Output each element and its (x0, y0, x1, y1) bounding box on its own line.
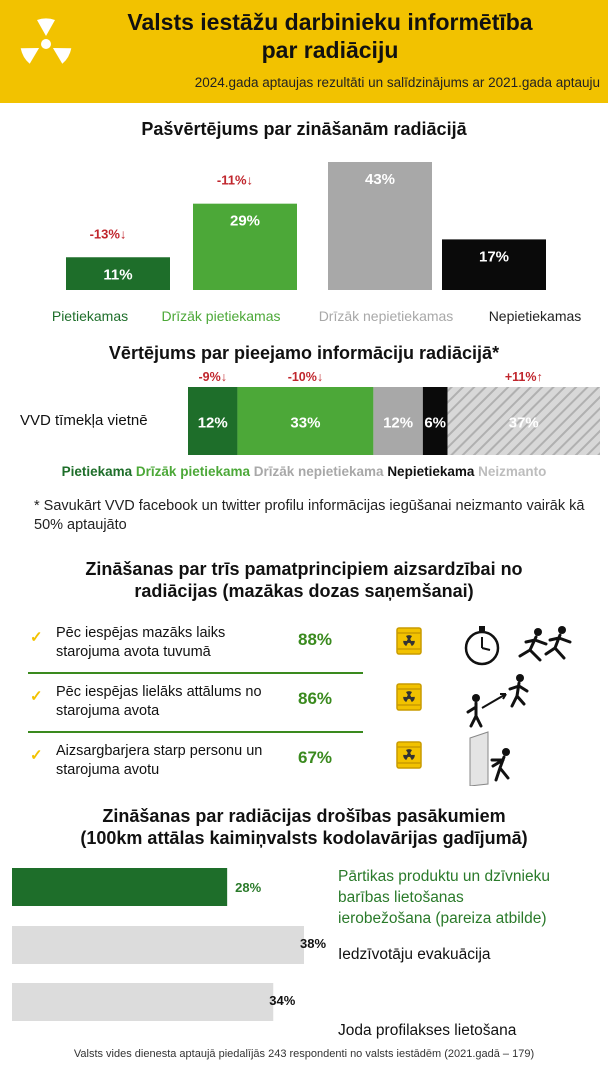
principle-text-line1: Pēc iespējas mazāks laiks (56, 625, 226, 641)
chart2-change-label: +11%↑ (505, 370, 543, 384)
principle-percent: 86% (298, 689, 333, 708)
chart4-bar (12, 926, 304, 964)
chart4-plot: 28% 38% 34% (12, 868, 326, 1021)
page-subtitle: 2024.gada aptaujas rezultāti un salīdzin… (194, 75, 600, 90)
chart1-bar (442, 239, 546, 290)
chart4-value-label: 34% (269, 993, 295, 1008)
chart2-plot: 12% -9%↓ 33% -10%↓ 12% 6% 37% +11%↑ (188, 370, 600, 455)
chart2-segment (237, 387, 374, 455)
principle-text-line1: Aizsargbarjera starp personu un (56, 743, 263, 759)
measure-label-line: ierobežošana (pareiza atbilde) (338, 910, 547, 927)
principle-row: ✓ Pēc iespējas mazāks laiks starojuma av… (20, 620, 363, 674)
chart2-change-label: -9%↓ (198, 370, 226, 384)
radioactive-barrel-icon (396, 741, 422, 769)
page-title: Valsts iestāžu darbinieku informētība pa… (80, 8, 580, 64)
section3-title-line1: Zināšanas par trīs pamatprincipiem aizsa… (85, 559, 523, 579)
chart2-segment (188, 387, 238, 455)
chart2-segment-label: 12% (383, 415, 413, 432)
title-line-1: Valsts iestāžu darbinieku informētība (127, 9, 533, 35)
measure-label: Iedzīvotāju evakuācija (338, 946, 491, 963)
principle-row: ✓ Pēc iespējas lielāks attālums no staro… (20, 679, 363, 733)
chart2-legend-item: Drīzāk pietiekama (135, 464, 254, 479)
principle-text: Pēc iespējas mazāks laiks starojuma avot… (56, 624, 276, 662)
stopwatch-runners-icon (464, 626, 572, 666)
chart2-legend-item: Drīzāk nepietiekama (253, 464, 388, 479)
principle-text-line1: Pēc iespējas lielāks attālums no (56, 684, 262, 700)
footer-note: Valsts vides dienesta aptaujā piedalījās… (73, 1048, 535, 1060)
chart1-bar (328, 162, 432, 290)
chart2-footnote: * Savukārt VVD facebook un twitter profi… (34, 498, 585, 533)
chart4-bar (12, 983, 274, 1021)
chart2-legend-item: Pietiekama (61, 464, 136, 479)
chart1-value-label: 43% (365, 171, 395, 188)
principle-text: Pēc iespējas lielāks attālums no staroju… (56, 683, 276, 721)
chart1-change-label: -13%↓ (90, 226, 127, 241)
section3-title-line2: radiācijas (mazākas dozas saņemšanai) (134, 581, 474, 601)
measure-label: Joda profilakses lietošana (338, 1022, 517, 1039)
distance-icon (466, 674, 529, 728)
check-icon: ✓ (30, 688, 43, 705)
section4-title: Zināšanas par radiācijas drošības pasāku… (0, 805, 608, 849)
divider (28, 731, 363, 733)
principle-percent: 88% (298, 630, 333, 649)
measure-label: Pārtikas produktu un dzīvnieku barības l… (338, 866, 550, 929)
radioactive-barrel-icon (396, 683, 422, 711)
principle-percent: 67% (298, 748, 333, 767)
chart2-title: Vērtējums par pieejamo informāciju radiā… (108, 343, 500, 363)
principle-row: ✓ Aizsargbarjera starp personu un staroj… (20, 738, 350, 790)
header-banner (0, 0, 608, 103)
chart1-bar (193, 203, 297, 290)
chart2-segment-label: 33% (290, 415, 320, 432)
principle-text-line2: starojuma avotu (56, 762, 160, 778)
chart2-segment-label: 6% (424, 415, 446, 432)
chart2-legend: Pietiekama Drīzāk pietiekama Drīzāk nepi… (0, 464, 608, 479)
chart2-segment-label: 37% (509, 415, 539, 432)
chart1-category-label: Nepietiekamas (488, 308, 582, 324)
chart2-segment (373, 387, 423, 455)
chart1-value-label: 17% (479, 248, 509, 265)
chart1-category-label: Pietiekamas (51, 308, 129, 324)
chart2-change-label: -10%↓ (288, 370, 323, 384)
chart1-category-label: Drīzāk pietiekamas (161, 308, 281, 324)
title-line-2: par radiāciju (261, 37, 399, 63)
chart2-legend-item: Neizmanto (478, 464, 547, 479)
section3-title: Zināšanas par trīs pamatprincipiem aizsa… (0, 558, 608, 602)
barrier-icon (469, 731, 510, 786)
section4-title-line2: (100km attālas kaimiņvalsts kodolavārija… (80, 828, 528, 848)
chart4-value-label: 28% (235, 880, 261, 895)
chart2-segment-label: 12% (198, 415, 228, 432)
chart1-value-label: 11% (103, 266, 132, 283)
check-icon: ✓ (30, 629, 43, 646)
principle-text-line2: starojuma avota (56, 703, 160, 719)
chart2-segment (447, 387, 600, 455)
measure-label-line: barības lietošanas (338, 889, 464, 906)
chart1-title: Pašvērtējums par zināšanām radiācijā (141, 119, 467, 139)
principle-text: Aizsargbarjera starp personu un starojum… (56, 742, 276, 780)
radioactive-barrel-icon (396, 627, 422, 655)
radiation-icon (20, 18, 72, 64)
chart1-change-label: -11%↓ (217, 173, 253, 188)
chart2-segment (422, 387, 448, 455)
measure-label-line: Pārtikas produktu un dzīvnieku (338, 868, 550, 885)
chart4-bar (12, 868, 228, 906)
section4-title-line1: Zināšanas par radiācijas drošības pasāku… (102, 806, 506, 826)
chart2-row-label: VVD tīmekļa vietnē (20, 412, 148, 429)
chart1-plot: 11% -13%↓ 29% -11%↓ 43% 17% (66, 162, 546, 290)
chart1-category-label: Drīzāk nepietiekamas (318, 308, 454, 324)
chart1-value-label: 29% (230, 213, 260, 230)
principle-text-line2: starojuma avota tuvumā (56, 644, 211, 660)
chart2-legend-item: Nepietiekama (387, 464, 479, 479)
check-icon: ✓ (30, 747, 43, 764)
chart4-value-label: 38% (300, 936, 326, 951)
chart1-bar (66, 257, 170, 290)
divider (28, 672, 363, 674)
